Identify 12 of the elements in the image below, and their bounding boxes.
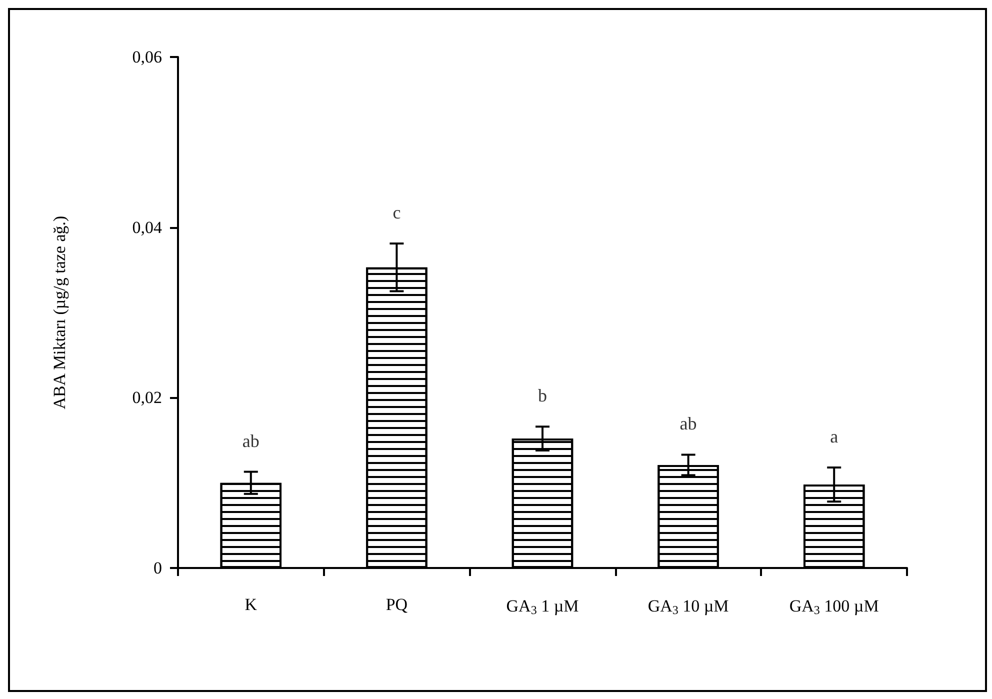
annotation: c — [392, 202, 401, 223]
y-tick-label: 0 — [154, 558, 162, 578]
y-axis-title: ABA Miktarı (µg/g taze ağ.) — [50, 216, 69, 410]
annotation: ab — [680, 414, 697, 434]
y-tick-label: 0,02 — [132, 388, 162, 408]
y-tick-label: 0,04 — [132, 218, 162, 237]
x-tick-label: PQ — [386, 595, 408, 614]
annotation: a — [830, 426, 838, 447]
y-tick-label: 0,06 — [132, 48, 162, 66]
annotation: ab — [242, 430, 260, 451]
x-tick-label: K — [244, 595, 258, 614]
annotation: b — [538, 386, 547, 406]
